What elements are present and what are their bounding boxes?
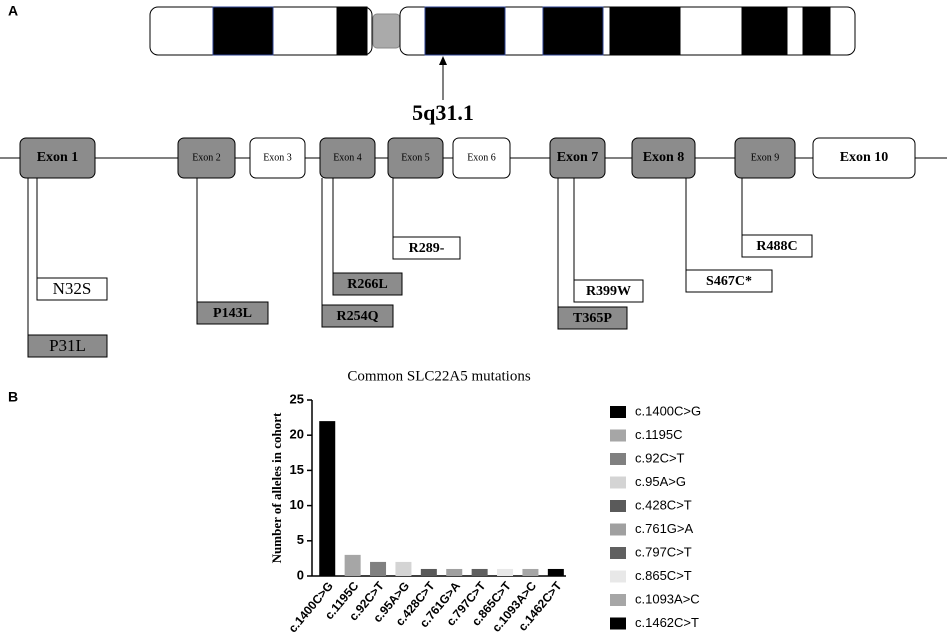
legend-label: c.1195C (635, 427, 682, 442)
y-tick-label: 25 (290, 391, 304, 406)
bar (395, 561, 412, 576)
legend-swatch (610, 500, 626, 512)
exon-box (812, 137, 916, 179)
exon-box (631, 137, 696, 179)
legend-label: c.92C>T (635, 450, 685, 465)
mutation-label: R289- (409, 241, 445, 256)
mutation-box (332, 272, 403, 296)
mutation-box (573, 279, 644, 303)
bar (522, 568, 539, 576)
mutation-label: P143L (213, 306, 252, 321)
exon-label: Exon 10 (840, 150, 889, 165)
mutation-box (321, 304, 394, 328)
legend-swatch (610, 570, 626, 583)
mutation-label: T365P (573, 311, 612, 326)
mutation-box (685, 269, 773, 293)
legend-swatch (610, 429, 626, 442)
mutation-label: S467C* (706, 274, 752, 289)
exon-label: Exon 3 (263, 152, 292, 163)
exon-label: Exon 1 (37, 150, 79, 165)
mutation-label: R488C (756, 239, 797, 254)
mutation-box (196, 301, 269, 325)
legend-swatch (610, 523, 626, 536)
bar (370, 561, 387, 576)
exon-box (452, 137, 511, 179)
chromosome (149, 6, 856, 56)
exon-box (249, 137, 306, 179)
legend-swatch (610, 617, 626, 630)
bar (420, 568, 437, 576)
mutation-label: N32S (53, 279, 92, 298)
y-tick-label: 0 (297, 567, 304, 582)
exon-label: Exon 4 (333, 152, 362, 163)
legend-label: c.865C>T (635, 568, 692, 583)
mutation-box (392, 236, 461, 260)
locus-label: 5q31.1 (412, 100, 474, 125)
mutation-label: R266L (347, 277, 387, 292)
legend-swatch (610, 453, 626, 465)
legend-swatch (610, 406, 626, 418)
bar (497, 568, 514, 576)
y-tick-label: 15 (290, 462, 304, 477)
mutation-box (741, 234, 813, 258)
exon-box (177, 137, 236, 179)
bar (446, 568, 463, 576)
exon-label: Exon 8 (643, 150, 685, 165)
exon-box (387, 137, 444, 179)
legend-label: c.95A>G (635, 474, 686, 489)
legend-swatch (610, 547, 626, 559)
mutation-label: P31L (49, 336, 86, 355)
mutation-box (36, 277, 108, 301)
bar (319, 421, 336, 576)
legend-swatch (610, 476, 626, 489)
arrow-head (439, 56, 447, 65)
chart-title: Common SLC22A5 mutations (347, 368, 531, 384)
y-tick-label: 5 (297, 532, 304, 547)
legend-swatch (610, 594, 626, 606)
legend-label: c.428C>T (635, 497, 692, 512)
panel-label: A (8, 3, 18, 19)
exon-label: Exon 2 (192, 152, 221, 163)
legend-label: c.1462C>T (635, 615, 699, 630)
bar (344, 554, 361, 576)
mutation-label: R399W (586, 284, 631, 299)
exon-box (549, 137, 606, 179)
legend-label: c.761G>A (635, 521, 694, 536)
legend-label: c.797C>T (635, 544, 692, 559)
exon-label: Exon 6 (467, 152, 496, 163)
exon-label: Exon 5 (401, 152, 430, 163)
exon-label: Exon 9 (751, 152, 780, 163)
exon-box (319, 137, 376, 179)
mutation-box (557, 306, 628, 330)
y-axis-label: Number of alleles in cohort (269, 412, 284, 563)
y-tick-label: 20 (290, 427, 304, 442)
mutation-box (27, 334, 108, 358)
mutation-label: R254Q (337, 309, 379, 324)
bar (471, 568, 488, 576)
legend-label: c.1093A>C (635, 591, 700, 606)
exon-box (734, 137, 796, 179)
legend-label: c.1400C>G (635, 403, 701, 418)
exon-box (19, 137, 96, 179)
bar (547, 568, 564, 576)
y-tick-label: 10 (290, 497, 304, 512)
exon-label: Exon 7 (557, 150, 599, 165)
panel-label: B (8, 389, 18, 405)
